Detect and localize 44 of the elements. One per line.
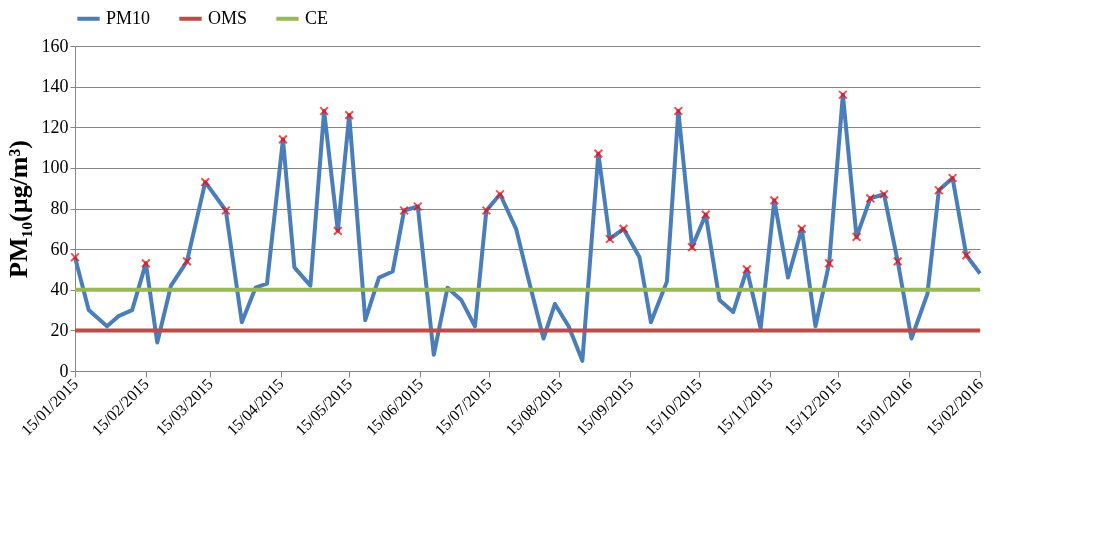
point <box>742 264 752 275</box>
y-tick-label: 100 <box>41 157 69 178</box>
point <box>700 209 711 220</box>
point <box>593 148 604 159</box>
y-tick-label: 20 <box>50 319 69 340</box>
legend-label: PM10 <box>106 7 151 28</box>
point <box>933 185 944 196</box>
point <box>70 252 80 263</box>
point <box>947 173 958 183</box>
y-tick-label: 140 <box>41 76 69 97</box>
point <box>879 189 889 200</box>
y-tick-label: 40 <box>50 279 69 300</box>
legend-label: OMS <box>208 7 248 28</box>
point <box>838 89 848 100</box>
point <box>892 256 903 267</box>
point <box>140 258 151 269</box>
point <box>182 256 192 267</box>
point <box>319 106 329 116</box>
y-axis-title: PM₁₀(µg/m³) <box>3 140 33 278</box>
y-tick-label: 160 <box>41 35 69 56</box>
legend-label: CE <box>305 7 329 28</box>
point <box>332 225 343 236</box>
point <box>961 250 972 261</box>
point <box>344 110 355 120</box>
point <box>604 234 615 244</box>
point <box>851 232 862 242</box>
point <box>220 205 231 216</box>
y-tick-label: 60 <box>50 238 69 259</box>
point <box>865 193 876 204</box>
point <box>824 258 835 269</box>
y-tick-label: 0 <box>59 360 69 381</box>
point <box>412 201 423 212</box>
point <box>618 223 629 234</box>
point <box>495 189 505 200</box>
point <box>796 223 807 234</box>
point <box>399 205 409 216</box>
point <box>769 195 780 206</box>
point <box>200 177 211 187</box>
y-tick-label: 120 <box>41 116 69 137</box>
point <box>673 106 684 116</box>
point <box>687 242 697 252</box>
point <box>481 205 492 216</box>
point <box>278 134 288 145</box>
y-tick-label: 80 <box>50 198 69 218</box>
